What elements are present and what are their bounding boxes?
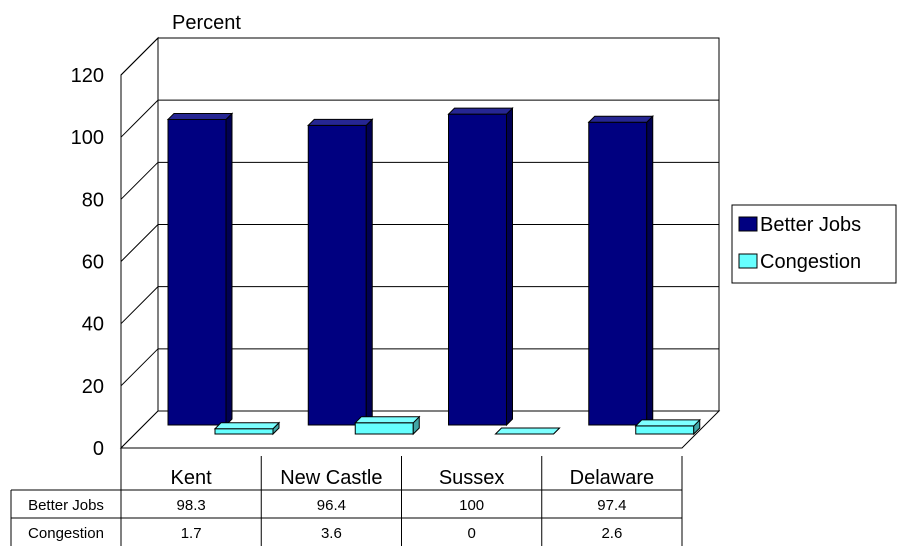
bar-better-jobs [307,118,374,427]
y-tick-label: 120 [71,65,104,87]
legend-swatch [738,253,758,269]
bar-top [634,419,701,427]
bar-top [213,422,281,430]
legend-label: Congestion [760,251,861,273]
y-tick-label: 100 [71,127,104,149]
gridline [120,37,719,76]
bar-better-jobs [447,106,514,427]
table-cell: 100 [459,497,484,514]
gridline [120,348,719,387]
data-table: Kent New Castle Sussex Delaware Better Jobs 9… [10,448,683,546]
x-tick-label: Delaware [570,467,654,489]
bar-top [307,118,374,126]
x-tick-label: New Castle [280,467,382,489]
floor [119,410,721,449]
y-tick-label: 20 [82,376,104,398]
bar-top [166,112,234,120]
x-tick-label: Sussex [439,467,505,489]
bars [166,106,701,436]
table-cell: 3.6 [321,525,342,542]
legend: Better Jobs Congestion [731,204,897,284]
gridline [120,286,719,325]
bar-top [494,427,561,435]
bar-front [448,113,507,426]
bar-front [635,425,695,435]
bar-top [354,416,421,424]
bar-congestion [354,415,421,436]
bar-side [646,115,654,427]
table-cell: 0 [467,525,475,542]
gridline [120,99,719,138]
bar-front [354,422,414,435]
bar-front [307,124,367,426]
bar-better-jobs [587,115,654,427]
y-tick-label: 60 [82,252,104,274]
table-cell: 98.3 [177,497,206,514]
table-cell: 1.7 [181,525,202,542]
y-tick-label: 0 [93,438,104,460]
bar-better-jobs [166,112,234,427]
legend-swatch [738,216,758,232]
gridlines [120,37,719,387]
bar-side [365,118,373,427]
table-row-label: Congestion [28,525,104,542]
legend-label: Better Jobs [760,214,861,236]
bar-congestion [213,421,281,436]
bar-front [588,121,648,426]
bar-congestion [634,418,701,436]
legend-box [731,204,897,284]
y-axis-label: Percent [172,12,241,34]
bar-front [167,118,227,426]
table-cell: 2.6 [601,525,622,542]
bar-front [214,428,274,435]
table-cell: 97.4 [597,497,626,514]
table-row-label: Better Jobs [28,497,104,514]
gridline [120,224,719,262]
y-tick-label: 40 [82,314,104,336]
bar-top [447,107,514,115]
bar-top [587,115,654,123]
bar-side [506,106,513,427]
bar-side [225,112,233,427]
gridline [120,161,719,200]
table-cell: 96.4 [317,497,346,514]
y-tick-label: 80 [82,189,104,211]
y-tick-labels: 0 20 40 60 80 100 120 [71,65,104,460]
bar-congestion [494,427,561,435]
x-tick-label: Kent [171,467,213,489]
